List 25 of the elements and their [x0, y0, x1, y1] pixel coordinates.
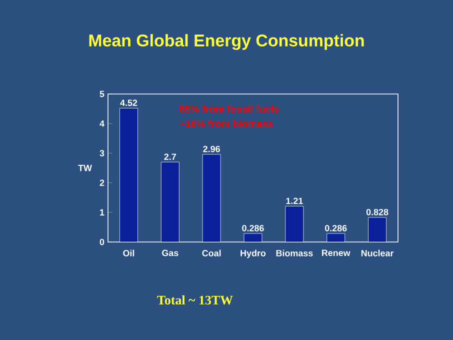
y-tick-label: 3	[100, 150, 104, 156]
x-tick-label: Biomass	[276, 250, 313, 256]
data-label: 2.7	[164, 154, 176, 160]
data-label: 0.286	[242, 224, 264, 232]
y-tick-label: 2	[100, 180, 104, 186]
y-tick-label: 5	[100, 90, 104, 98]
data-label: 1.21	[286, 198, 303, 204]
y-tick-label: 0	[100, 238, 104, 246]
data-label: 4.52	[120, 100, 138, 106]
y-tick-label: 4	[100, 120, 104, 127]
x-tick-label: Coal	[202, 250, 221, 256]
annotation: ~10% from biomass	[180, 120, 273, 128]
x-tick-label: Nuclear	[361, 250, 394, 256]
x-tick-label: Renew	[322, 250, 350, 256]
data-label: 0.828	[366, 208, 388, 216]
x-tick-label: Hydro	[240, 250, 266, 258]
x-tick-label: Gas	[162, 250, 178, 256]
x-tick-label: Oil	[123, 250, 134, 256]
data-label: 0.286	[325, 224, 347, 232]
annotation: 85% from fossil fuels	[180, 105, 278, 112]
chart-title: Mean Global Energy Consumption	[89, 34, 364, 50]
data-label: 2.96	[203, 146, 220, 152]
y-axis-title: TW	[78, 164, 92, 172]
y-tick-label: 1	[100, 209, 104, 216]
text: Total ~ 13TW	[157, 295, 233, 305]
